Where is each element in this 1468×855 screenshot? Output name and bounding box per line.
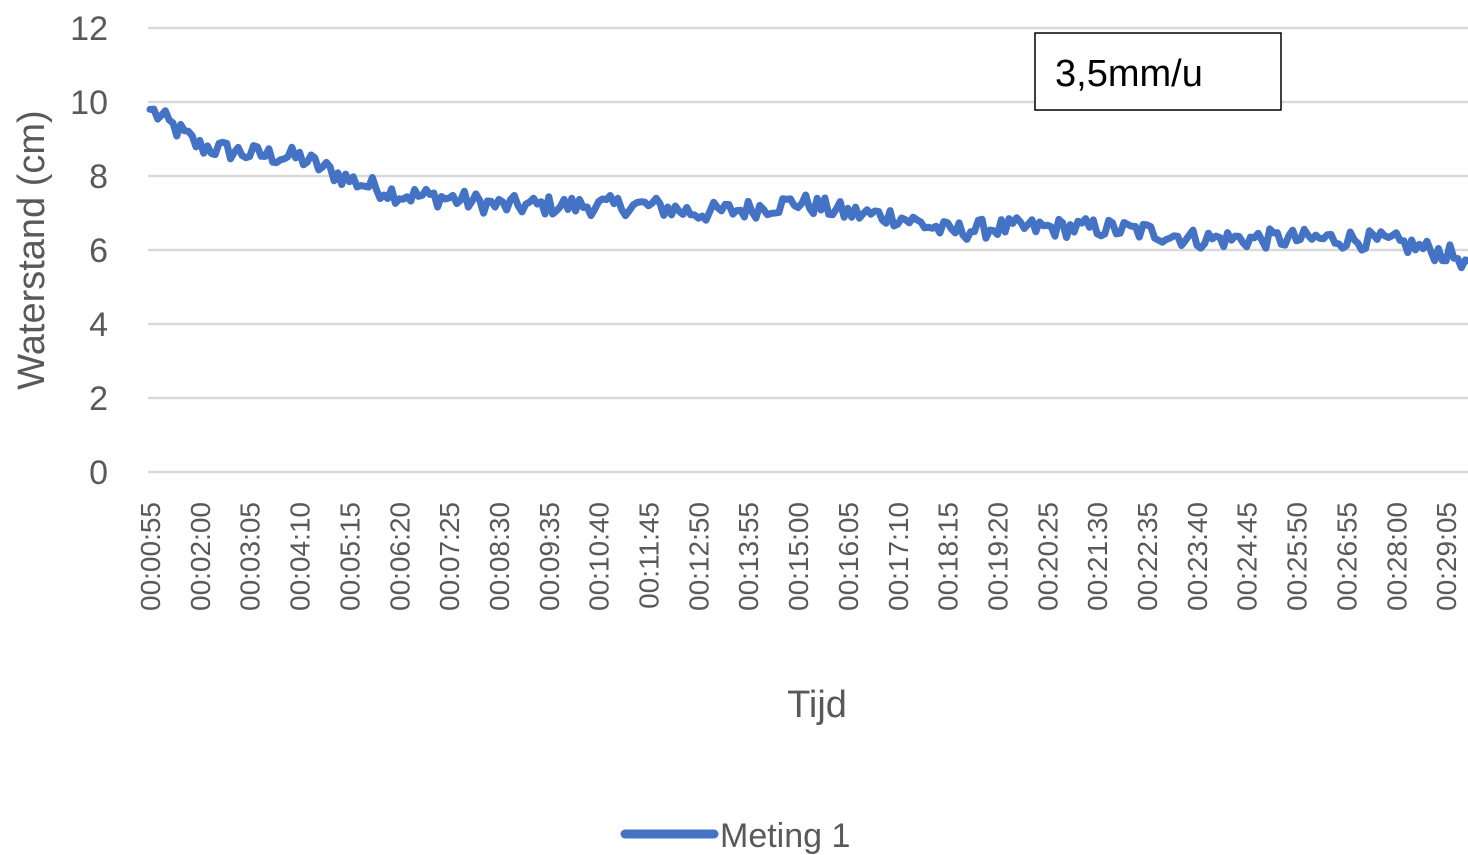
annotation-box: 3,5mm/u bbox=[1034, 32, 1282, 111]
y-tick-label: 12 bbox=[70, 10, 108, 48]
gridlines bbox=[148, 26, 1468, 474]
x-tick-label: 00:18:15 bbox=[933, 502, 964, 611]
y-axis-title: Waterstand (cm) bbox=[11, 110, 53, 389]
x-tick-label: 00:06:20 bbox=[384, 502, 415, 611]
y-tick-label: 8 bbox=[89, 158, 108, 196]
y-tick-label: 0 bbox=[89, 454, 108, 492]
x-tick-label: 00:16:05 bbox=[833, 502, 864, 611]
x-tick-label: 00:29:05 bbox=[1431, 502, 1462, 611]
x-tick-label: 00:23:40 bbox=[1182, 502, 1213, 611]
x-tick-label: 00:05:15 bbox=[334, 502, 365, 611]
legend: Meting 1 bbox=[620, 817, 850, 855]
x-tick-label: 00:21:30 bbox=[1082, 502, 1113, 611]
x-tick-label: 00:11:45 bbox=[634, 502, 665, 609]
x-tick-label: 00:28:00 bbox=[1381, 502, 1412, 611]
x-tick-label: 00:07:25 bbox=[434, 502, 465, 611]
x-tick-label: 00:25:50 bbox=[1282, 502, 1313, 611]
annotation-text: 3,5mm/u bbox=[1055, 53, 1203, 95]
x-tick-label: 00:17:10 bbox=[883, 502, 914, 611]
x-tick-label: 00:08:30 bbox=[484, 502, 515, 611]
x-tick-label: 00:02:00 bbox=[185, 502, 216, 611]
x-tick-label: 00:22:35 bbox=[1132, 502, 1163, 611]
x-tick-label: 00:10:40 bbox=[584, 502, 615, 611]
x-tick-label: 00:00:55 bbox=[135, 502, 166, 611]
x-tick-label: 00:20:25 bbox=[1032, 502, 1063, 611]
series-layer bbox=[146, 105, 1468, 272]
x-tick-label: 00:04:10 bbox=[285, 502, 316, 611]
x-axis-title: Tijd bbox=[787, 684, 847, 726]
y-tick-label: 6 bbox=[89, 232, 108, 270]
x-tick-label: 00:12:50 bbox=[683, 502, 714, 611]
y-tick-label: 4 bbox=[89, 306, 108, 344]
x-axis-ticks: 00:00:55 00:02:00 00:03:05 00:04:10 00:05:15… bbox=[135, 502, 1462, 611]
x-tick-label: 00:15:00 bbox=[783, 502, 814, 611]
y-tick-label: 10 bbox=[70, 84, 108, 122]
y-tick-label: 2 bbox=[89, 380, 108, 418]
x-tick-label: 00:09:35 bbox=[534, 502, 565, 611]
x-tick-label: 00:13:55 bbox=[733, 502, 764, 611]
x-tick-label: 00:03:05 bbox=[235, 502, 266, 611]
x-tick-label: 00:19:20 bbox=[982, 502, 1013, 611]
legend-label-meting-1: Meting 1 bbox=[720, 817, 850, 855]
y-axis-ticks: 0 2 4 6 8 10 12 bbox=[70, 10, 108, 492]
x-tick-label: 00:24:45 bbox=[1232, 502, 1263, 611]
series-line-meting-1 bbox=[146, 105, 1468, 272]
x-tick-label: 00:26:55 bbox=[1331, 502, 1362, 611]
